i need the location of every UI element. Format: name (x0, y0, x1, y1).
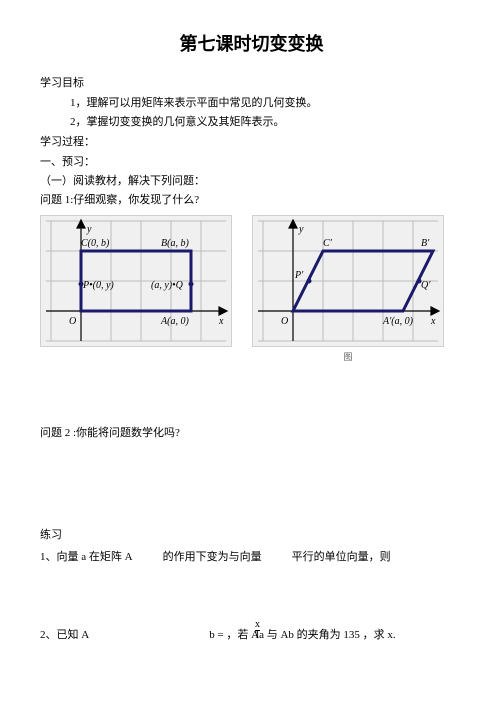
qp-label: Q′ (421, 280, 431, 291)
exercise-1: 1、向量 a 在矩阵 A 的作用下变为与向量 平行的单位向量，则 (40, 548, 463, 564)
ap-label: A′(a, 0) (382, 316, 414, 327)
diagram-left-wrap: y x O C(0, b) B(a, b) P•(0, y) (a, y)•Q … (40, 215, 232, 363)
axis-y-label-r: y (298, 224, 304, 235)
question-1: 问题 1:仔细观察，你发现了什么? (40, 191, 463, 207)
preview-head: 一、预习： (40, 153, 463, 169)
ex1-b: 的作用下变为与向量 (163, 548, 262, 564)
axis-y-label: y (86, 224, 92, 235)
ex2-frac-bot: 1 (255, 630, 260, 641)
diagram-left: y x O C(0, b) B(a, b) P•(0, y) (a, y)•Q … (40, 215, 232, 347)
origin-label: O (69, 316, 76, 327)
ex2-b: b = ，若 Aa 与 Ab 的夹角为 135 ，求 x. (209, 626, 395, 642)
process-head: 学习过程： (40, 133, 463, 149)
diagram-right: y x O C′ B′ P′ Q′ A′(a, 0) (252, 215, 444, 347)
objectives-head: 学习目标 (40, 74, 463, 90)
ex1-c: 平行的单位向量，则 (292, 548, 391, 564)
cp-label: C′ (323, 238, 333, 249)
practice-head: 练习 (40, 526, 463, 542)
p-label: P•(0, y) (82, 280, 114, 291)
ex1-a: 1、向量 a 在矩阵 A (40, 548, 133, 564)
diagram-caption: 图 (252, 350, 444, 363)
ex2-frac: x 1 (255, 620, 260, 641)
q-label: (a, y)•Q (151, 280, 184, 291)
pp-label: P′ (294, 270, 304, 281)
objective-1: 1，理解可以用矩阵来表示平面中常见的几何变换。 (70, 94, 463, 110)
axis-x-label: x (218, 316, 224, 327)
ex2-frac-top: x (255, 620, 260, 630)
diagram-right-wrap: y x O C′ B′ P′ Q′ A′(a, 0) 图 (252, 215, 444, 363)
objective-2: 2，掌握切变变换的几何意义及其矩阵表示。 (70, 113, 463, 129)
diagram-row: y x O C(0, b) B(a, b) P•(0, y) (a, y)•Q … (40, 215, 463, 363)
reading-line: （一）阅读教材，解决下列问题： (40, 172, 463, 188)
page-title: 第七课时切变变换 (40, 30, 463, 56)
ex2-b-wrap: b = ，若 Aa 与 Ab 的夹角为 135 ，求 x. (209, 626, 395, 642)
ex2-a: 2、已知 A (40, 626, 89, 642)
axis-x-label-r: x (430, 316, 436, 327)
exercise-2: 2、已知 A b = ，若 Aa 与 Ab 的夹角为 135 ，求 x. (40, 626, 463, 642)
b-label: B(a, b) (161, 238, 189, 249)
origin-label-r: O (281, 316, 288, 327)
c-label: C(0, b) (81, 238, 110, 249)
question-2: 问题 2 :你能将问题数学化吗? (40, 424, 463, 440)
a-label: A(a, 0) (160, 316, 189, 327)
bp-label: B′ (421, 238, 430, 249)
